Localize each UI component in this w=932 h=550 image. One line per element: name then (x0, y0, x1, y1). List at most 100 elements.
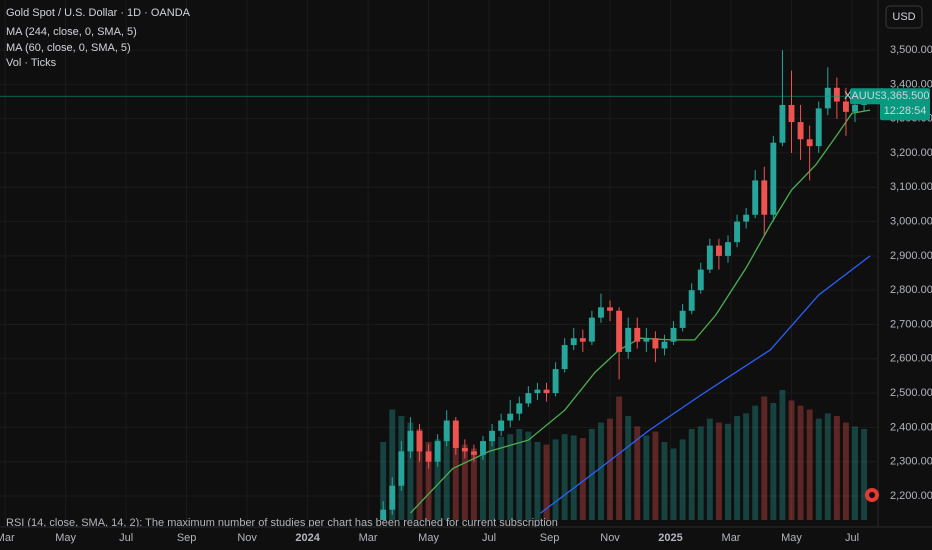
candle-body (661, 341, 668, 349)
candle-body (779, 104, 786, 143)
plot-area (0, 50, 878, 520)
volume-bar (770, 403, 777, 520)
y-tick-label: 2,900.000 (890, 250, 932, 262)
candle-body (598, 307, 604, 318)
volume-bar (498, 436, 505, 520)
volume-bar (470, 448, 477, 520)
volume-bar (861, 429, 868, 520)
candle-body (434, 441, 441, 462)
volume-bar (806, 409, 813, 520)
candle-body (652, 338, 659, 349)
currency-button[interactable] (885, 5, 923, 29)
candle-body (788, 104, 795, 123)
volume-bar (489, 439, 496, 520)
candle-body (706, 245, 713, 270)
candle-body (452, 420, 459, 448)
price-tag (880, 88, 930, 121)
volume-bar (416, 429, 423, 520)
volume-bar (752, 405, 759, 520)
volume-bar (434, 439, 441, 520)
candle-body (770, 142, 777, 215)
volume-bar (480, 442, 486, 520)
candle-body (498, 420, 505, 431)
candle-body (588, 317, 595, 342)
axes: 3,500.0003,400.0003,300.0003,200.0003,10… (0, 44, 932, 544)
candle-body (389, 485, 396, 510)
x-tick-label: Jul (845, 532, 859, 544)
volume-bar (607, 418, 613, 520)
x-tick-label: 2025 (658, 532, 682, 544)
x-tick-label: Mar (722, 532, 741, 544)
volume-bar (715, 422, 722, 520)
volume-bar (561, 434, 568, 520)
volume-bar (389, 409, 396, 520)
legend-entry: Vol · Ticks (6, 57, 57, 69)
x-tick-label: Nov (237, 532, 257, 544)
volume-bar (543, 444, 550, 520)
volume-bar (516, 429, 523, 520)
y-tick-label: 2,400.000 (890, 421, 932, 433)
candle-body (852, 104, 858, 112)
candle-body (425, 451, 432, 462)
candle-body (842, 101, 849, 112)
legend-entry: MA (60, close, 0, SMA, 5) (6, 42, 131, 54)
candle-body (525, 393, 532, 404)
volume-bar (507, 434, 514, 520)
volume-bar (743, 413, 750, 520)
candle-body (552, 369, 559, 394)
volume-bar (625, 416, 632, 520)
volume-bar (407, 422, 414, 520)
x-tick-label: Jul (119, 532, 133, 544)
candle-body (734, 221, 741, 243)
indicator-note: RSI (14, close, SMA, 14, 2): The maximum… (6, 517, 558, 529)
symbol-label: XAUUSD (844, 90, 890, 102)
y-tick-label: 3,200.000 (890, 147, 932, 159)
x-tick-label: May (418, 532, 439, 544)
y-tick-label: 2,800.000 (890, 284, 932, 296)
candle-body (688, 290, 695, 311)
candle-body (670, 327, 677, 342)
symbol-tag (850, 88, 884, 105)
volume-bar (380, 442, 387, 520)
candle-body (416, 430, 423, 452)
candle-body (679, 310, 686, 328)
candle-body (761, 180, 768, 215)
volume-bar (824, 413, 831, 520)
alert-icon-inner (869, 492, 875, 498)
candle-body (725, 242, 731, 256)
volume-bar (688, 429, 695, 520)
candle-body (570, 338, 577, 346)
volume-bar (815, 418, 822, 520)
volume-bar (570, 435, 577, 520)
x-tick-label: 2024 (295, 532, 320, 544)
y-tick-label: 3,500.000 (890, 44, 932, 56)
currency-label[interactable]: USD (892, 11, 915, 23)
candle-body (543, 389, 550, 394)
volume-bar (761, 396, 768, 520)
x-tick-label: May (55, 532, 76, 544)
volume-bar (616, 396, 623, 520)
candle-body (824, 87, 831, 109)
candle-body (443, 420, 450, 442)
candle-body (806, 139, 813, 147)
volume-bar (534, 442, 541, 520)
legend-entry: MA (244, close, 0, SMA, 5) (6, 26, 137, 38)
countdown-label: 12:28:54 (884, 105, 927, 117)
x-tick-label: Mar (359, 532, 378, 544)
ma-line (409, 109, 871, 514)
x-axis-panel (0, 527, 932, 550)
volume-bar (634, 426, 641, 520)
candle-body (715, 245, 722, 256)
candle-body (489, 430, 496, 442)
volume-bar (852, 426, 858, 520)
volume-bar (579, 438, 586, 520)
volume-bar (734, 416, 741, 520)
candle-body (607, 307, 613, 311)
volume-bar (679, 439, 686, 520)
candle-body (815, 108, 822, 147)
volume-bar (552, 439, 559, 520)
volume-bar (779, 390, 786, 520)
volume-bar (670, 448, 677, 520)
candle-body (634, 327, 641, 342)
candle-body (480, 441, 486, 455)
